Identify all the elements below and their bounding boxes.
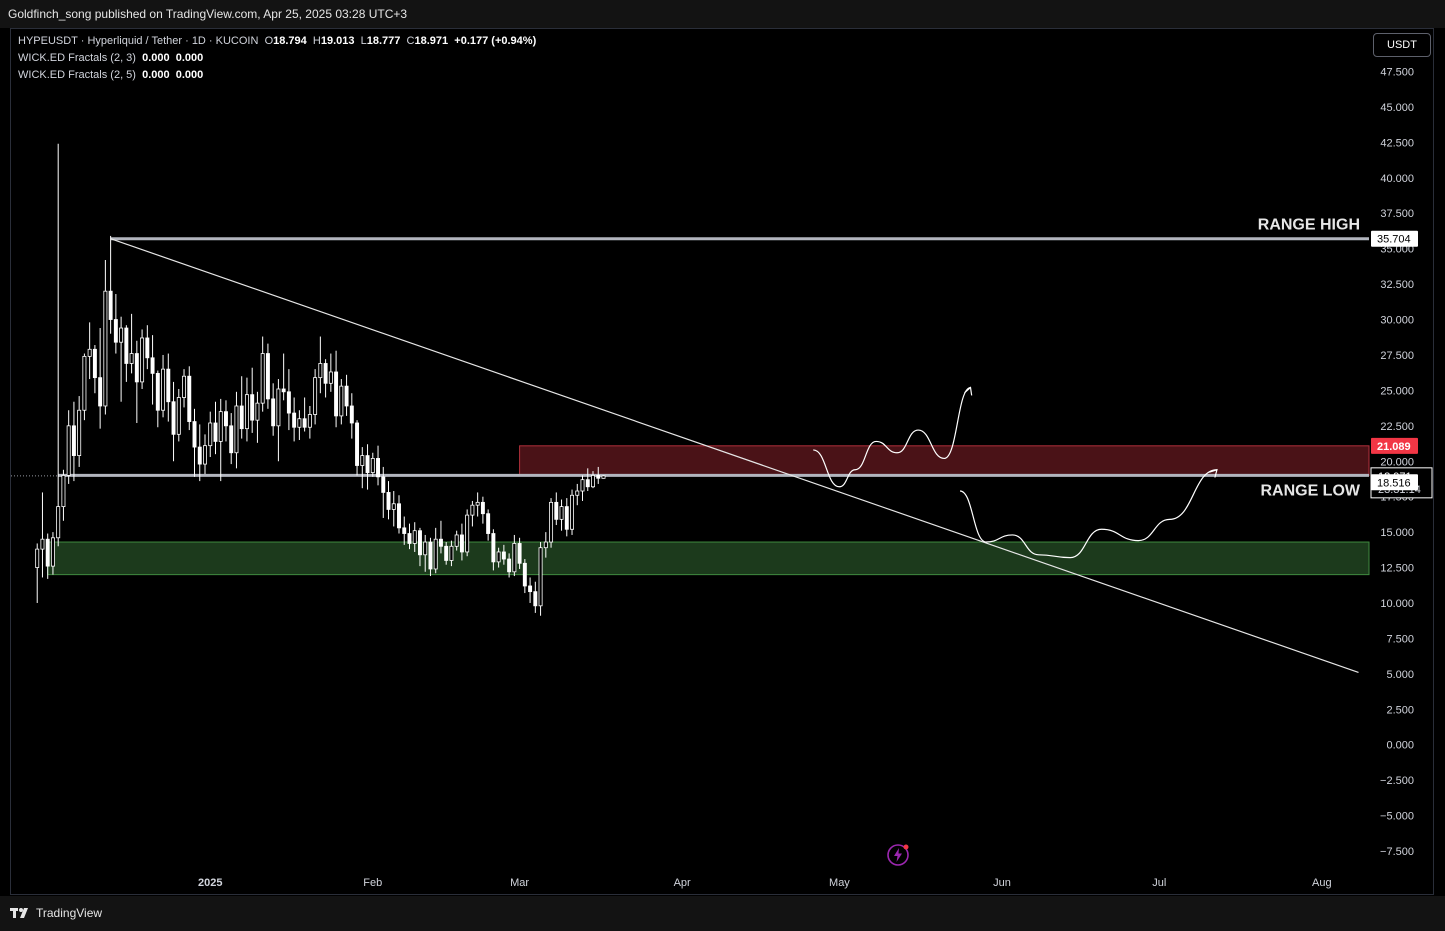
close-value: 18.971 bbox=[414, 35, 449, 47]
indicator-value: 0.000 bbox=[142, 52, 170, 64]
low-value: 18.777 bbox=[366, 35, 401, 47]
indicator-name: WICK.ED Fractals (2, 5) bbox=[18, 69, 136, 81]
low-label: L bbox=[360, 35, 367, 47]
tradingview-logo[interactable]: TradingView bbox=[10, 906, 102, 920]
symbol-legend: HYPEUSDT · Hyperliquid / Tether · 1D · K… bbox=[18, 35, 536, 47]
change-value: +0.177 (+0.94%) bbox=[454, 35, 537, 47]
indicator-name: WICK.ED Fractals (2, 3) bbox=[18, 52, 136, 64]
symbol-name: HYPEUSDT · Hyperliquid / Tether · 1D · K… bbox=[18, 35, 259, 47]
footer-bar: TradingView bbox=[0, 896, 1445, 931]
indicator-legend-2[interactable]: WICK.ED Fractals (2, 5) 0.000 0.000 bbox=[18, 69, 203, 81]
indicator-value: 0.000 bbox=[175, 69, 204, 81]
open-value: 18.794 bbox=[273, 35, 307, 47]
indicator-legend-1[interactable]: WICK.ED Fractals (2, 3) 0.000 0.000 bbox=[18, 52, 203, 64]
high-value: 19.013 bbox=[320, 35, 355, 47]
indicator-value: 0.000 bbox=[175, 52, 204, 64]
tradingview-logo-icon bbox=[10, 908, 28, 918]
brand-name: TradingView bbox=[36, 906, 103, 920]
chart-frame bbox=[10, 28, 1434, 895]
open-label: O bbox=[264, 35, 274, 47]
high-label: H bbox=[312, 35, 321, 47]
publisher-bar: Goldfinch_song published on TradingView.… bbox=[0, 0, 1445, 28]
close-label: C bbox=[406, 35, 415, 47]
publisher-text: Goldfinch_song published on TradingView.… bbox=[8, 7, 408, 21]
indicator-value: 0.000 bbox=[142, 69, 170, 81]
lightning-icon[interactable] bbox=[886, 843, 910, 867]
currency-button[interactable]: USDT bbox=[1373, 33, 1431, 57]
